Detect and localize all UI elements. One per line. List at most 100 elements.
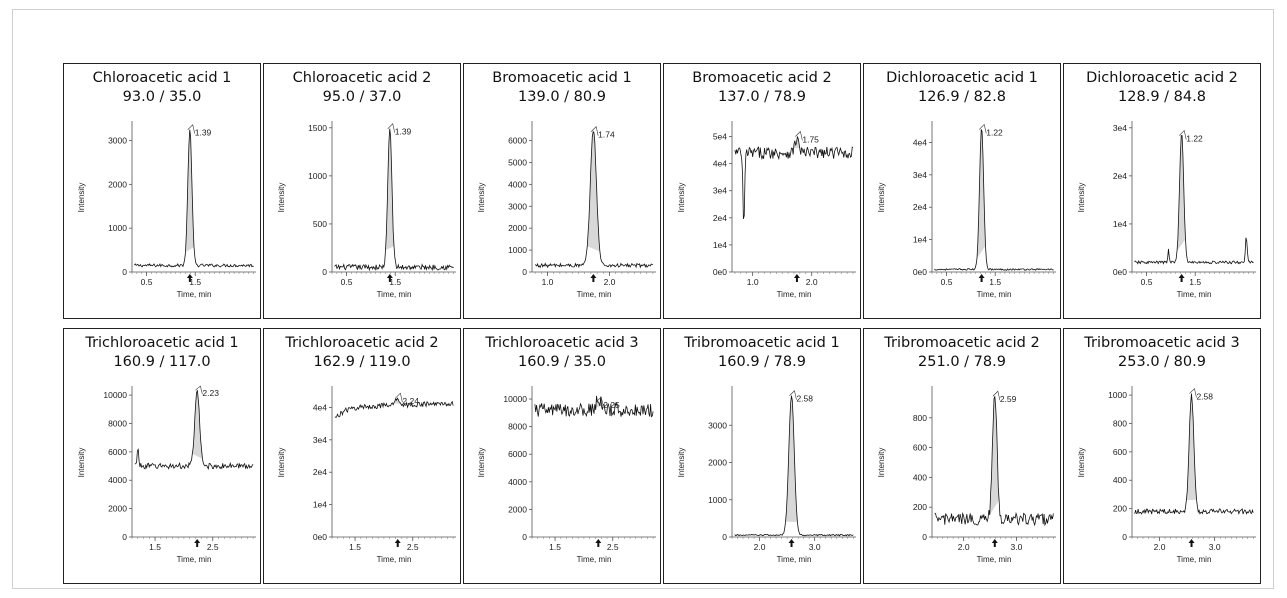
mrm-transition: 162.9 / 119.0 <box>313 354 411 370</box>
y-tick-label: 5e4 <box>713 132 727 142</box>
y-tick-label: 600 <box>913 443 927 453</box>
peak-retention-label: 1.22 <box>986 127 1003 137</box>
peak-label-leader <box>992 390 1001 401</box>
chromatogram-grid: Chloroacetic acid 1 93.0 / 35.0 0 1000 2000 3… <box>63 63 1263 584</box>
mrm-transition: 126.9 / 82.8 <box>918 89 1006 105</box>
chromatogram-panel: Trichloroacetic acid 1 160.9 / 117.0 0 2000… <box>63 328 261 584</box>
y-tick-label: 2000 <box>108 179 127 189</box>
y-tick-label: 6000 <box>108 447 127 457</box>
chromatogram-panel: Dichloroacetic acid 1 126.9 / 82.8 0e0 1e4 2… <box>863 63 1061 319</box>
x-tick-label: 1.5 <box>989 277 1001 287</box>
panel-title: Trichloroacetic acid 2 162.9 / 119.0 <box>264 334 460 372</box>
chromatogram-panel: Tribromoacetic acid 3 253.0 / 80.9 0 200 400… <box>1063 328 1261 584</box>
y-tick-label: 1e4 <box>313 500 327 510</box>
chromatogram-svg: 0e0 1e4 2e4 3e4 4e4 1.5 2.5 Time, min Intensity 2… <box>277 386 456 564</box>
chromatogram-trace <box>1134 135 1254 265</box>
compound-name: Trichloroacetic acid 1 <box>85 335 239 351</box>
x-tick-label: 1.5 <box>389 277 401 287</box>
y-tick-label: 3000 <box>108 136 127 146</box>
mrm-transition: 251.0 / 78.9 <box>918 354 1006 370</box>
y-tick-label: 6000 <box>508 136 527 146</box>
x-tick-label: 2.0 <box>604 277 616 287</box>
chromatogram-svg: 0 1000 2000 3000 4000 5000 6000 1.0 2.0 Time, min… <box>477 121 656 299</box>
x-axis-title: Time, min <box>977 555 1012 564</box>
x-tick-label: 0.5 <box>141 277 153 287</box>
y-tick-label: 1e4 <box>713 240 727 250</box>
peak-label-leader <box>187 124 196 134</box>
mrm-transition: 139.0 / 80.9 <box>518 89 606 105</box>
chromatogram-trace <box>534 130 654 269</box>
panel-title: Bromoacetic acid 2 137.0 / 78.9 <box>664 69 860 107</box>
y-tick-label: 2e4 <box>313 467 327 477</box>
y-tick-label: 800 <box>913 413 927 423</box>
chromatogram-panel: Bromoacetic acid 2 137.0 / 78.9 0e0 1e4 2e4 3… <box>663 63 861 319</box>
y-tick-label: 4e4 <box>713 159 727 169</box>
chromatogram-trace <box>734 136 854 219</box>
chromatogram-panel: Dichloroacetic acid 2 128.9 / 84.8 0e0 1e4 2… <box>1063 63 1261 319</box>
y-tick-label: 1e4 <box>913 235 927 245</box>
peak-label-leader <box>590 126 599 136</box>
y-tick-label: 1e4 <box>1113 219 1127 229</box>
chromatogram-panel: Chloroacetic acid 2 95.0 / 37.0 0 500 1000 15… <box>263 63 461 319</box>
panel-title: Bromoacetic acid 1 139.0 / 80.9 <box>464 69 660 107</box>
peak-retention-label: 1.22 <box>1186 134 1203 144</box>
x-axis-title: Time, min <box>177 290 212 299</box>
integrated-peak-area <box>1176 135 1186 252</box>
retention-arrow-marker <box>793 274 800 282</box>
integrated-peak-area <box>976 129 986 259</box>
mrm-transition: 93.0 / 35.0 <box>122 89 202 105</box>
y-tick-label: 1000 <box>708 495 727 505</box>
y-tick-label: 4000 <box>508 477 527 487</box>
y-tick-label: 3e4 <box>713 186 727 196</box>
y-tick-label: 10000 <box>503 394 527 404</box>
integrated-peak-area <box>192 390 203 459</box>
chromatogram-trace <box>334 397 454 418</box>
chromatogram-panel: Trichloroacetic acid 2 162.9 / 119.0 0e0 1e… <box>263 328 461 584</box>
y-axis-title: Intensity <box>877 183 886 213</box>
compound-name: Bromoacetic acid 2 <box>692 70 832 86</box>
y-axis-title: Intensity <box>677 183 686 213</box>
x-tick-label: 1.5 <box>149 542 161 552</box>
chromatogram-panel: Tribromoacetic acid 2 251.0 / 78.9 0 200 400… <box>863 328 1061 584</box>
x-axis-title: Time, min <box>1177 555 1212 564</box>
panel-title: Chloroacetic acid 2 95.0 / 37.0 <box>264 69 460 107</box>
x-axis-title: Time, min <box>577 555 612 564</box>
retention-arrow-marker <box>186 274 193 282</box>
y-tick-label: 0 <box>522 267 527 277</box>
y-tick-label: 2e4 <box>913 202 927 212</box>
y-axis-title: Intensity <box>477 183 486 213</box>
y-tick-label: 2000 <box>708 458 727 468</box>
compound-name: Tribromoacetic acid 3 <box>1084 335 1240 351</box>
x-tick-label: 2.0 <box>1154 542 1166 552</box>
panel-title: Dichloroacetic acid 1 126.9 / 82.8 <box>864 69 1060 107</box>
chromatogram-trace <box>734 395 854 537</box>
panel-title: Tribromoacetic acid 3 253.0 / 80.9 <box>1064 334 1260 372</box>
compound-name: Dichloroacetic acid 2 <box>1086 70 1238 86</box>
peak-label-leader <box>979 123 987 134</box>
y-tick-label: 2e4 <box>713 213 727 223</box>
chromatogram-trace <box>934 129 1054 271</box>
retention-arrow-marker <box>394 539 401 547</box>
retention-arrow-marker <box>1188 539 1195 547</box>
chromatogram-panel: Trichloroacetic acid 3 160.9 / 35.0 0 2000 4… <box>463 328 661 584</box>
x-tick-label: 1.5 <box>189 277 201 287</box>
y-tick-label: 2000 <box>508 504 527 514</box>
y-axis-title: Intensity <box>77 183 86 213</box>
y-tick-label: 0e0 <box>1113 267 1127 277</box>
x-tick-label: 2.0 <box>958 542 970 552</box>
mrm-transition: 160.9 / 78.9 <box>718 354 806 370</box>
peak-label-leader <box>789 390 797 400</box>
x-axis-title: Time, min <box>377 290 412 299</box>
peak-label-leader <box>596 396 604 407</box>
x-tick-label: 3.0 <box>809 542 821 552</box>
chromatogram-svg: 0 500 1000 1500 0.5 1.5 Time, min Intensity 1.39 <box>277 121 456 299</box>
panel-title: Tribromoacetic acid 2 251.0 / 78.9 <box>864 334 1060 372</box>
chromatogram-trace <box>134 129 254 268</box>
peak-retention-label: 2.59 <box>1000 394 1017 404</box>
x-tick-label: 2.5 <box>407 542 419 552</box>
y-tick-label: 1500 <box>308 123 327 133</box>
y-tick-label: 4e4 <box>313 402 327 412</box>
y-axis-title: Intensity <box>677 448 686 478</box>
x-tick-label: 2.5 <box>607 542 619 552</box>
peak-label-leader <box>795 130 803 141</box>
